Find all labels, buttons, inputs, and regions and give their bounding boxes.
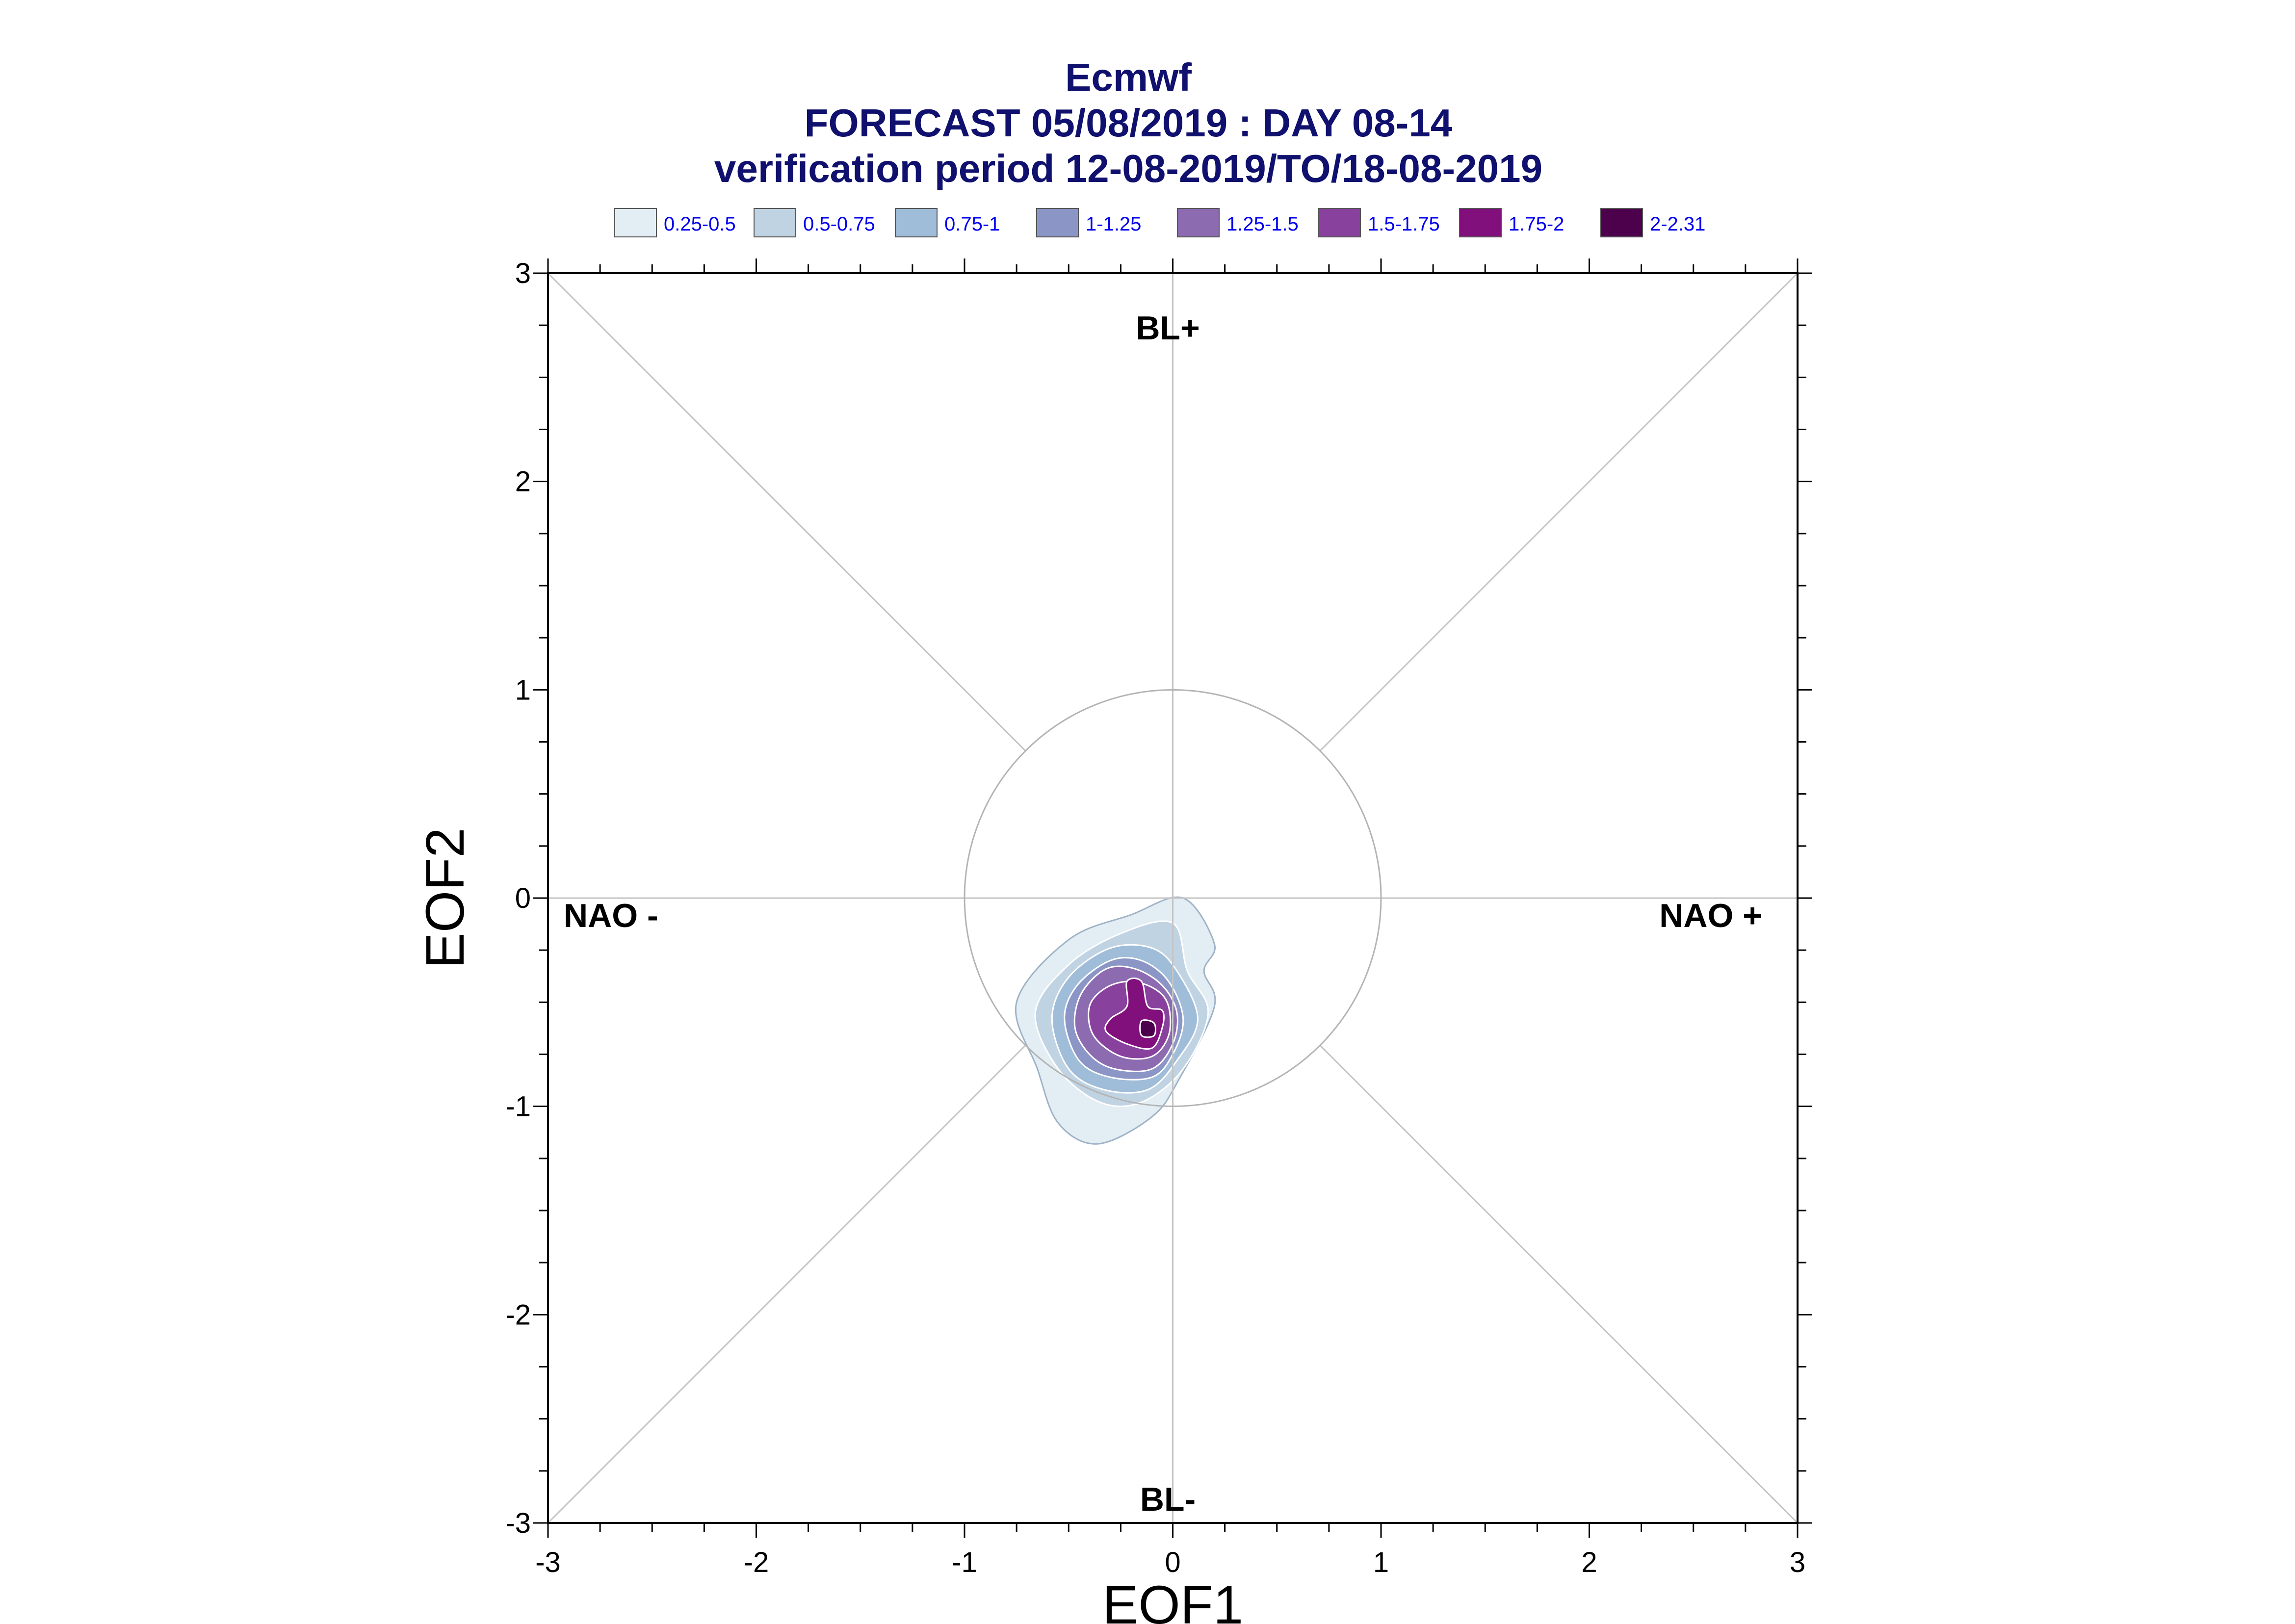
legend-swatch-4 bbox=[1177, 208, 1220, 237]
legend-label-6: 1.75-2 bbox=[1509, 213, 1564, 235]
y-axis-title: EOF2 bbox=[415, 827, 475, 968]
density-contours bbox=[1015, 896, 1216, 1145]
diagonal-lower-right bbox=[1319, 1045, 1799, 1524]
legend-label-4: 1.25-1.5 bbox=[1226, 213, 1299, 235]
y-tick-label: 0 bbox=[515, 882, 531, 914]
x-tick-label: -1 bbox=[952, 1547, 977, 1578]
legend-label-5: 1.5-1.75 bbox=[1368, 213, 1440, 235]
diagonal-lower-left bbox=[547, 1045, 1026, 1524]
legend-label-7: 2-2.31 bbox=[1650, 213, 1705, 235]
x-tick-label: -3 bbox=[535, 1547, 561, 1578]
axis-ticks: -3 -2 -1 0 1 2 3 -3 -2 -1 0 1 2 3 bbox=[505, 258, 1812, 1578]
legend-swatch-1 bbox=[754, 208, 796, 237]
legend-swatch-6 bbox=[1459, 208, 1502, 237]
y-tick-label: 1 bbox=[515, 674, 531, 706]
title-line-3: verification period 12-08-2019/TO/18-08-… bbox=[714, 147, 1542, 190]
legend-swatch-0 bbox=[614, 208, 657, 237]
legend-swatch-5 bbox=[1318, 208, 1361, 237]
x-tick-label: 0 bbox=[1165, 1547, 1180, 1578]
contour-level-7 bbox=[1139, 1019, 1156, 1038]
diagonal-upper-right bbox=[1319, 272, 1799, 751]
y-tick-label: -2 bbox=[505, 1299, 531, 1331]
x-tick-label: 1 bbox=[1373, 1547, 1389, 1578]
x-tick-label: 2 bbox=[1581, 1547, 1597, 1578]
x-tick-label: 3 bbox=[1790, 1547, 1805, 1578]
y-tick-label: -1 bbox=[505, 1091, 531, 1123]
regime-label-nao-minus: NAO - bbox=[564, 897, 658, 934]
legend-label-3: 1-1.25 bbox=[1086, 213, 1141, 235]
regime-label-bl-minus: BL- bbox=[1140, 1481, 1196, 1518]
x-tick-label: -2 bbox=[744, 1547, 769, 1578]
y-tick-label: 2 bbox=[515, 466, 531, 498]
chart-title: Ecmwf FORECAST 05/08/2019 : DAY 08-14 ve… bbox=[714, 55, 1542, 190]
title-line-2: FORECAST 05/08/2019 : DAY 08-14 bbox=[805, 101, 1453, 145]
legend-label-0: 0.25-0.5 bbox=[664, 213, 736, 235]
legend-swatch-3 bbox=[1036, 208, 1079, 237]
regime-label-bl-plus: BL+ bbox=[1136, 309, 1200, 347]
y-tick-label: 3 bbox=[515, 258, 531, 289]
regime-label-nao-plus: NAO + bbox=[1659, 897, 1762, 934]
legend: 0.25-0.5 0.5-0.75 0.75-1 1-1.25 1.25-1.5 1.5-… bbox=[614, 208, 1705, 237]
regime-labels: BL+ BL- NAO - NAO + bbox=[564, 309, 1762, 1518]
plot-guides bbox=[547, 272, 1799, 1524]
diagonal-upper-left bbox=[547, 272, 1026, 751]
legend-label-2: 0.75-1 bbox=[944, 213, 1000, 235]
legend-label-1: 0.5-0.75 bbox=[803, 213, 875, 235]
x-axis-title: EOF1 bbox=[1102, 1575, 1243, 1624]
legend-swatch-7 bbox=[1600, 208, 1643, 237]
reference-circle bbox=[964, 689, 1382, 1107]
legend-swatch-2 bbox=[895, 208, 938, 237]
title-line-1: Ecmwf bbox=[1065, 55, 1192, 99]
y-tick-label: -3 bbox=[505, 1507, 531, 1539]
